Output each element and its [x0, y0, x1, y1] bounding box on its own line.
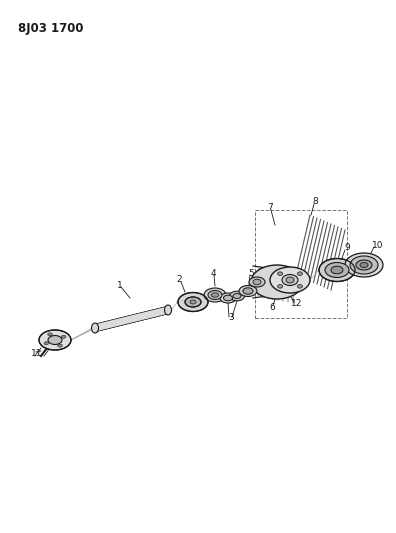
Ellipse shape [253, 279, 261, 285]
Ellipse shape [208, 290, 222, 300]
Ellipse shape [360, 262, 368, 268]
Ellipse shape [350, 256, 378, 274]
Ellipse shape [61, 335, 66, 338]
Bar [255, 210, 347, 318]
Ellipse shape [356, 260, 372, 270]
Ellipse shape [190, 300, 196, 304]
Ellipse shape [233, 294, 241, 298]
Ellipse shape [48, 335, 62, 344]
Ellipse shape [91, 323, 99, 333]
Text: 3: 3 [228, 313, 234, 322]
Ellipse shape [239, 286, 257, 296]
Ellipse shape [282, 274, 298, 286]
Text: 9: 9 [344, 244, 350, 253]
Ellipse shape [39, 330, 71, 350]
Text: 5: 5 [248, 269, 254, 278]
Text: 2: 2 [176, 276, 182, 285]
Text: 11: 11 [31, 350, 43, 359]
Text: 1: 1 [117, 280, 123, 289]
Ellipse shape [164, 305, 171, 315]
Text: 8J03 1700: 8J03 1700 [18, 22, 84, 35]
Ellipse shape [44, 342, 49, 345]
Text: 4: 4 [210, 269, 216, 278]
Ellipse shape [211, 293, 219, 297]
Ellipse shape [204, 288, 226, 302]
Ellipse shape [270, 267, 310, 293]
Ellipse shape [278, 285, 283, 288]
Text: 6: 6 [269, 303, 275, 311]
Ellipse shape [297, 285, 303, 288]
Ellipse shape [345, 253, 383, 277]
Polygon shape [94, 306, 169, 332]
Ellipse shape [243, 288, 253, 294]
Ellipse shape [249, 277, 265, 287]
Ellipse shape [278, 272, 283, 276]
Ellipse shape [58, 344, 62, 347]
Ellipse shape [185, 297, 201, 307]
Ellipse shape [220, 293, 236, 303]
Ellipse shape [325, 262, 349, 278]
Ellipse shape [48, 333, 52, 336]
Ellipse shape [319, 259, 355, 281]
Ellipse shape [286, 277, 294, 283]
Text: 10: 10 [372, 240, 384, 249]
Ellipse shape [251, 265, 303, 299]
Text: 8: 8 [312, 198, 318, 206]
Ellipse shape [223, 295, 232, 301]
Ellipse shape [331, 266, 343, 274]
Ellipse shape [297, 272, 303, 276]
Ellipse shape [230, 291, 244, 301]
Text: 12: 12 [291, 300, 303, 309]
Ellipse shape [178, 293, 208, 311]
Text: 7: 7 [267, 204, 273, 213]
